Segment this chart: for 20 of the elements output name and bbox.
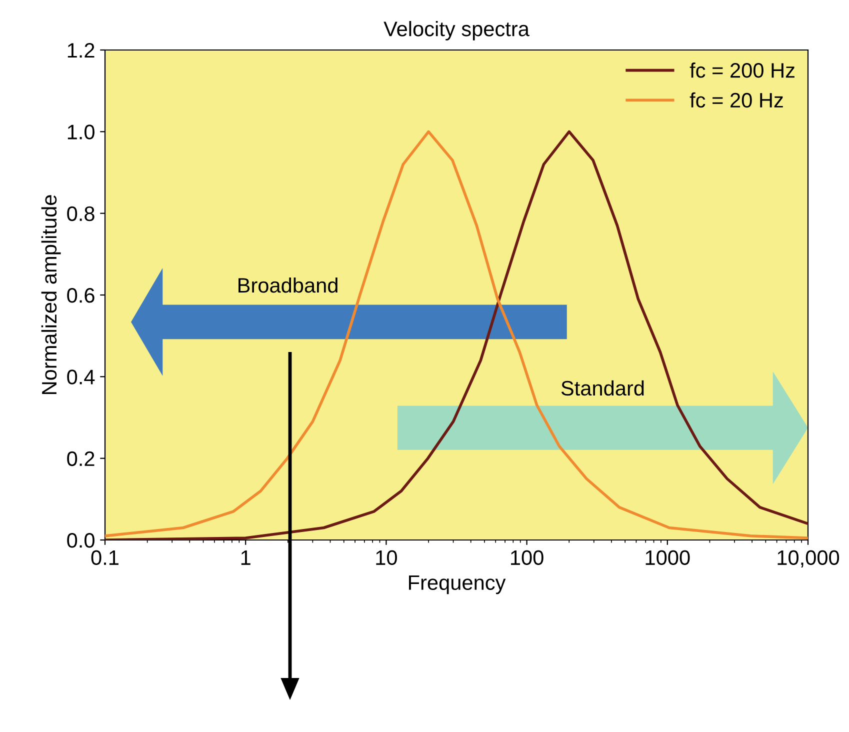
legend-label: fc = 200 Hz <box>690 62 794 78</box>
x-tick-label: 10 <box>376 550 397 566</box>
x-tick-label: 1000 <box>646 550 690 566</box>
x-tick-label: 100 <box>511 550 544 566</box>
y-tick-label: 0.4 <box>67 370 95 384</box>
y-axis-title: Normalized amplitude <box>41 195 61 394</box>
y-tick-label: 0.6 <box>67 288 94 303</box>
x-tick-label: 1 <box>241 550 250 565</box>
x-tick-label: 0.1 <box>91 550 118 566</box>
chart-title: Velocity spectra <box>384 21 530 40</box>
y-tick-label: 1.2 <box>68 43 94 58</box>
y-tick-label: 0.8 <box>67 206 94 222</box>
x-axis-title: Frequency <box>409 575 506 594</box>
y-tick-label: 0.0 <box>67 533 94 548</box>
annotation: Standard <box>561 380 644 396</box>
annotation: Broadband <box>238 277 338 293</box>
x-tick-label: 10,000 <box>778 550 840 568</box>
y-tick-label: 1.0 <box>68 124 94 140</box>
y-tick-label: 0.2 <box>67 451 94 466</box>
legend-label: fc = 20 Hz <box>690 92 783 108</box>
